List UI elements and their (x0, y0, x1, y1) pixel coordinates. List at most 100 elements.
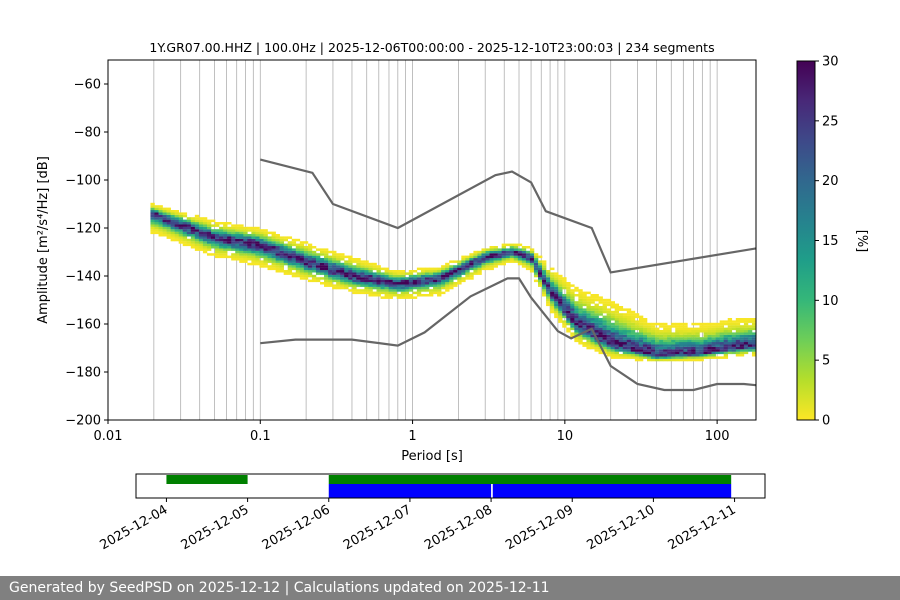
density-cell (542, 282, 547, 285)
density-cell (647, 351, 652, 355)
density-cell (578, 310, 583, 314)
density-cell (344, 255, 349, 259)
density-cell (542, 270, 547, 273)
density-cell (699, 337, 704, 340)
footer-text: Generated by SeedPSD on 2025-12-12 | Cal… (0, 576, 900, 600)
density-cell (667, 349, 672, 352)
density-cell (606, 337, 611, 340)
density-cell (433, 277, 438, 280)
density-cell (154, 210, 159, 213)
density-cell (586, 318, 591, 321)
density-cell (336, 255, 341, 259)
density-cell (493, 258, 498, 261)
density-cell (711, 325, 716, 328)
density-cell (416, 294, 422, 297)
density-cell (687, 356, 692, 359)
density-cell (311, 279, 317, 283)
density-cell (344, 272, 349, 275)
density-cell (219, 253, 224, 256)
density-cell (562, 313, 567, 316)
density-cell (364, 289, 369, 292)
density-cell (429, 272, 434, 275)
density-cell (501, 258, 507, 261)
density-cell (695, 322, 700, 326)
density-cell (671, 346, 676, 350)
density-cell (186, 219, 192, 223)
density-cell (344, 284, 349, 287)
density-cell (622, 351, 628, 355)
density-cell (489, 258, 494, 261)
density-cell (642, 354, 648, 357)
density-cell (497, 258, 502, 261)
density-cell (360, 272, 365, 275)
density-cell (372, 274, 377, 278)
density-cell (231, 236, 236, 239)
density-cell (562, 315, 567, 319)
density-cell (638, 322, 644, 326)
density-cell (554, 315, 559, 319)
density-cell (473, 265, 478, 268)
density-cell (558, 277, 563, 280)
density-cell (683, 346, 688, 350)
density-cell (465, 260, 470, 263)
density-cell (630, 327, 636, 331)
density-cell (542, 277, 547, 280)
density-cell (542, 291, 547, 295)
density-cell (546, 270, 551, 273)
density-cell (324, 255, 329, 259)
density-cell (211, 246, 216, 249)
density-cell (219, 226, 224, 230)
density-cell (404, 294, 410, 297)
density-cell (315, 253, 321, 256)
density-cell (675, 330, 680, 333)
density-cell (739, 337, 745, 340)
density-cell (735, 320, 741, 323)
density-cell (267, 267, 272, 271)
density-cell (291, 267, 297, 271)
density-cell (735, 342, 741, 345)
colorbar-tick-label: 15 (822, 234, 839, 249)
density-cell (223, 231, 228, 235)
density-cell (271, 243, 276, 247)
density-cell (663, 339, 668, 343)
density-cell (493, 260, 498, 263)
density-cell (420, 279, 426, 283)
density-cell (283, 238, 289, 242)
density-cell (751, 344, 756, 347)
density-cell (380, 284, 385, 287)
density-cell (574, 308, 579, 311)
density-cell (315, 248, 321, 251)
density-cell (598, 332, 603, 335)
density-cell (497, 250, 502, 254)
density-cell (311, 260, 317, 263)
density-cell (651, 325, 656, 328)
density-cell (287, 248, 293, 251)
density-cell (376, 282, 381, 285)
density-cell (243, 250, 248, 254)
density-cell (687, 342, 692, 345)
density-cell (231, 255, 236, 259)
density-cell (509, 246, 515, 249)
density-cell (194, 224, 200, 227)
density-cell (198, 243, 204, 247)
density-cell (194, 243, 200, 247)
density-cell (743, 330, 749, 333)
density-cell (489, 248, 494, 251)
density-cell (598, 325, 603, 328)
density-cell (647, 332, 652, 335)
density-cell (441, 279, 446, 283)
density-cell (295, 243, 301, 247)
density-cell (364, 286, 369, 290)
density-cell (174, 226, 180, 230)
density-cell (610, 339, 616, 343)
density-cell (170, 212, 175, 215)
density-cell (719, 349, 725, 352)
density-cell (219, 229, 224, 232)
density-cell (606, 310, 611, 314)
density-cell (445, 277, 450, 280)
density-cell (259, 250, 264, 254)
density-cell (271, 246, 276, 249)
density-cell (352, 286, 357, 290)
density-cell (538, 267, 543, 271)
density-cell (533, 279, 539, 283)
